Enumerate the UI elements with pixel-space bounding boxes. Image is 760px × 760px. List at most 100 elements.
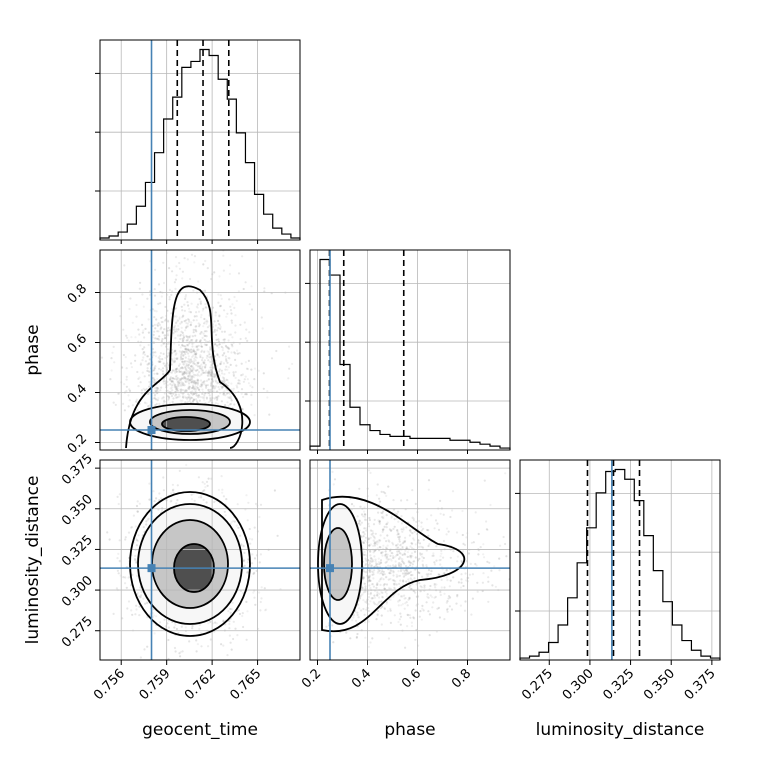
scatter-point — [253, 571, 256, 575]
scatter-point — [214, 386, 217, 389]
scatter-point — [112, 345, 115, 348]
scatter-point — [162, 396, 165, 399]
scatter-point — [183, 372, 186, 375]
scatter-point — [422, 565, 425, 568]
truth-marker — [147, 426, 156, 434]
scatter-point — [242, 560, 245, 563]
x-tick-label: 0.2 — [299, 666, 324, 691]
scatter-point — [413, 550, 416, 554]
scatter-point — [364, 518, 367, 521]
scatter-point — [146, 367, 149, 370]
scatter-point — [456, 593, 459, 597]
scatter-point — [216, 382, 219, 385]
scatter-point — [155, 497, 158, 500]
scatter-point — [185, 370, 189, 373]
scatter-point — [208, 353, 212, 356]
scatter-point — [175, 274, 178, 277]
scatter-point — [358, 520, 361, 523]
scatter-point — [162, 380, 165, 383]
scatter-point — [205, 396, 208, 399]
scatter-point — [194, 385, 197, 388]
scatter-point — [372, 571, 375, 574]
scatter-point — [169, 378, 172, 381]
scatter-point — [142, 352, 145, 355]
scatter-point — [388, 528, 391, 531]
scatter-point — [157, 356, 160, 359]
scatter-point — [189, 358, 193, 361]
scatter-point — [196, 361, 199, 364]
scatter-point — [239, 534, 242, 537]
scatter-point — [376, 591, 379, 594]
scatter-point — [185, 350, 188, 353]
scatter-point — [436, 607, 439, 610]
scatter-point — [200, 496, 203, 499]
scatter-point — [477, 553, 480, 556]
scatter-point — [241, 612, 244, 615]
scatter-point — [156, 337, 159, 340]
scatter-point — [233, 403, 236, 406]
scatter-point — [435, 545, 438, 548]
scatter-point — [191, 335, 194, 338]
scatter-point — [222, 644, 225, 647]
scatter-point — [208, 369, 211, 372]
scatter-point — [170, 394, 174, 398]
scatter-point — [373, 536, 376, 539]
scatter-point — [162, 352, 165, 355]
scatter-point — [245, 367, 249, 370]
scatter-point — [385, 575, 388, 579]
scatter-point — [172, 328, 176, 331]
scatter-point — [175, 374, 178, 377]
y-tick-label: 0.325 — [59, 532, 96, 569]
scatter-point — [421, 575, 424, 578]
scatter-point — [410, 587, 413, 591]
scatter-point — [201, 356, 204, 359]
scatter-point — [177, 393, 181, 396]
contour-inner — [161, 416, 211, 432]
scatter-point — [246, 571, 249, 574]
scatter-point — [363, 550, 366, 554]
x-tick-label: 0.759 — [137, 666, 174, 703]
scatter-point — [180, 321, 183, 324]
scatter-point — [398, 562, 401, 565]
scatter-point — [193, 261, 196, 264]
scatter-point — [130, 609, 133, 612]
scatter-point — [173, 315, 176, 318]
scatter-point — [225, 345, 228, 348]
scatter-point — [192, 289, 195, 292]
scatter-point — [176, 357, 179, 361]
scatter-point — [228, 392, 231, 395]
scatter-point — [391, 569, 395, 572]
scatter-point — [175, 388, 178, 391]
scatter-point — [421, 559, 424, 563]
scatter-point — [205, 369, 208, 372]
scatter-point — [242, 559, 245, 562]
scatter-point — [200, 373, 203, 376]
scatter-point — [228, 397, 231, 400]
scatter-point — [379, 565, 382, 568]
scatter-point — [380, 591, 384, 594]
scatter-point — [171, 377, 174, 380]
scatter-point — [397, 533, 400, 536]
scatter-point — [378, 572, 381, 575]
scatter-point — [192, 328, 195, 331]
scatter-point — [217, 343, 220, 346]
scatter-point — [465, 579, 468, 582]
scatter-point — [372, 560, 375, 563]
scatter-point — [248, 331, 251, 334]
scatter-point — [409, 584, 412, 587]
scatter-point — [207, 388, 210, 391]
scatter-point — [195, 398, 198, 401]
scatter-point — [381, 511, 384, 515]
scatter-point — [371, 573, 374, 576]
scatter-point — [369, 557, 373, 560]
scatter-point — [375, 618, 378, 621]
scatter-point — [245, 393, 248, 396]
scatter-point — [362, 599, 365, 602]
scatter-point — [420, 525, 423, 528]
scatter-point — [449, 596, 452, 599]
scatter-point — [148, 404, 151, 407]
scatter-point — [222, 495, 225, 498]
scatter-point — [196, 394, 199, 397]
scatter-point — [185, 339, 189, 342]
contour-inner — [317, 503, 363, 625]
